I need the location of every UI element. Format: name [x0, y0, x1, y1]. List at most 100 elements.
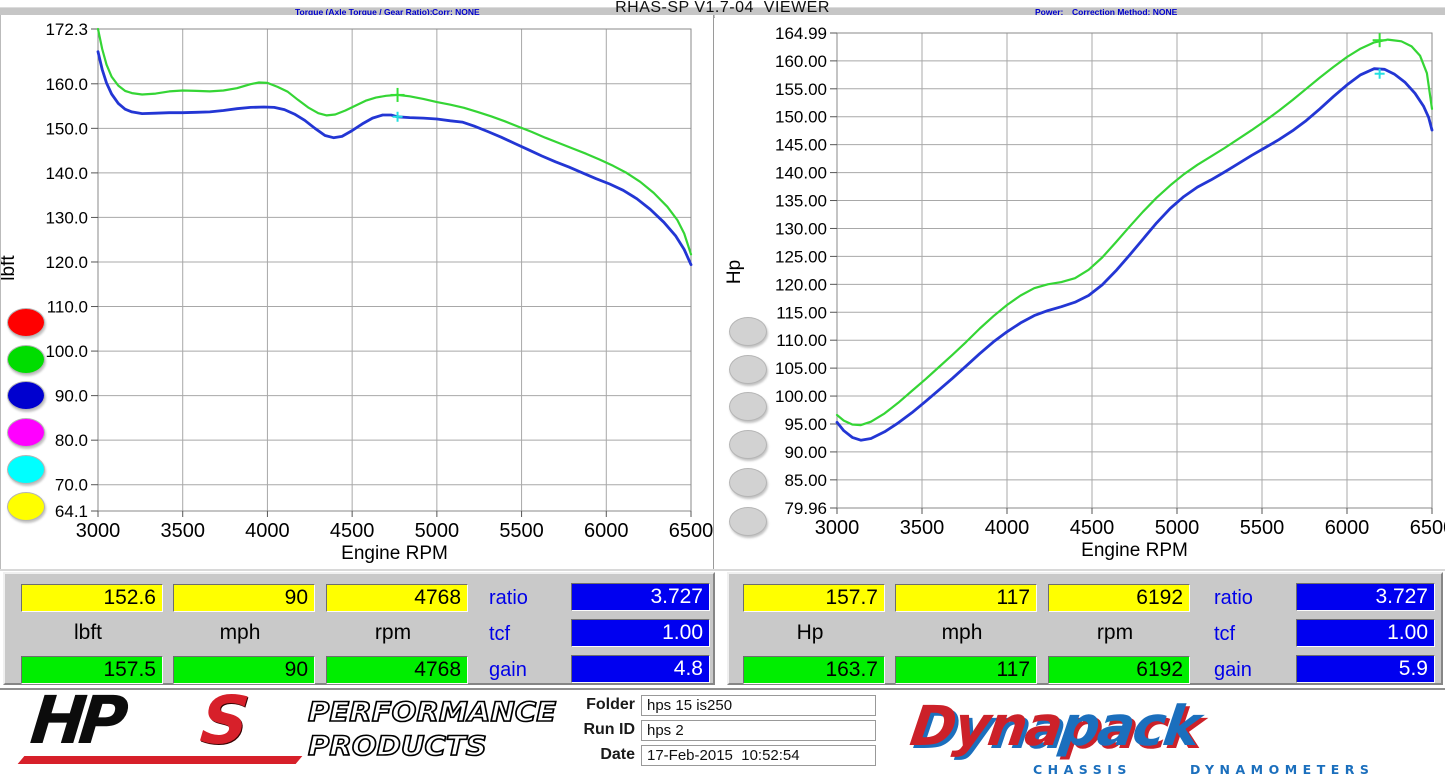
torque-ratio-value: 3.727 [571, 583, 710, 611]
channel-button-cyan[interactable] [7, 455, 45, 484]
unit-label-mph2: mph [941, 621, 983, 644]
hps-logo-s: S [197, 682, 253, 759]
gain-label-2: gain [1214, 659, 1252, 681]
dynapack-logo-wordmark: Dynapack [906, 694, 1203, 758]
svg-text:lbft: lbft [1, 255, 19, 281]
power-values-panel: 157.7 117 6192 Hp mph rpm 163.7 117 6192… [727, 572, 1443, 685]
power-gain-value: 5.9 [1296, 655, 1435, 683]
date-input[interactable]: 17-Feb-2015 10:52:54 [641, 745, 876, 766]
power-chart: 164.99 160.00 155.00 150.00 145.00 140.00 135.… [724, 24, 1445, 561]
hps-logo-hp: HP [27, 682, 125, 759]
svg-text:4000: 4000 [985, 517, 1030, 539]
dynapack-logo-dynamometers: DYNAMOMETERS [1190, 762, 1375, 777]
torque-values-panel: 152.6 90 4768 lbft mph rpm 157.5 90 4768… [3, 572, 715, 685]
svg-text:140.00: 140.00 [775, 164, 827, 183]
svg-text:3500: 3500 [900, 517, 945, 539]
svg-text:172.3: 172.3 [45, 20, 88, 39]
svg-text:164.99: 164.99 [775, 24, 827, 43]
hps-logo-text: PERFORMANCE PRODUCTS [307, 696, 557, 764]
channel-button-gray-2[interactable] [729, 355, 767, 384]
svg-text:3000: 3000 [815, 517, 860, 539]
gain-label: gain [489, 659, 527, 681]
run-id-input[interactable]: hps 2 [641, 720, 876, 741]
channel-button-red[interactable] [7, 308, 45, 337]
svg-text:Engine RPM: Engine RPM [1081, 540, 1188, 561]
unit-label-mph: mph [219, 621, 261, 644]
channel-button-yellow[interactable] [7, 492, 45, 521]
torque-cursor-mph: 90 [173, 584, 315, 612]
ratio-label-2: ratio [1214, 587, 1253, 609]
torque-chart-panel: 172.3 160.0 150.0 140.0 130.0 120.0 110.0 100.0… [0, 15, 714, 571]
svg-text:120.0: 120.0 [45, 253, 88, 272]
torque-ref-value: 157.5 [21, 656, 163, 684]
svg-text:90.00: 90.00 [784, 443, 827, 462]
run-id-label: Run ID [583, 721, 635, 738]
power-cursor-rpm: 6192 [1048, 584, 1190, 612]
footer-divider [0, 688, 1445, 690]
channel-button-gray-4[interactable] [729, 430, 767, 459]
hps-logo-swoosh [17, 756, 303, 764]
power-ratio-value: 3.727 [1296, 583, 1435, 611]
hps-logo-line2: PRODUCTS [307, 730, 488, 763]
charts-divider [0, 569, 1445, 571]
folder-input[interactable]: hps 15 is250 [641, 695, 876, 716]
svg-text:6000: 6000 [1325, 517, 1370, 539]
svg-text:6500: 6500 [1410, 517, 1445, 539]
channel-button-blue[interactable] [7, 381, 45, 410]
torque-header-label: Torque (Axle Torque / Gear Ratio): [295, 7, 433, 17]
svg-text:4500: 4500 [1070, 517, 1115, 539]
svg-text:160.00: 160.00 [775, 52, 827, 71]
torque-ref-mph: 90 [173, 656, 315, 684]
hps-logo-line1: PERFORMANCE [307, 696, 557, 729]
power-ref-rpm: 6192 [1048, 656, 1190, 684]
power-ref-mph: 117 [895, 656, 1037, 684]
svg-text:6500: 6500 [669, 520, 713, 542]
torque-cursor-rpm: 4768 [326, 584, 468, 612]
power-tcf-value: 1.00 [1296, 619, 1435, 647]
torque-ref-rpm: 4768 [326, 656, 468, 684]
channel-button-gray-6[interactable] [729, 507, 767, 536]
ratio-label: ratio [489, 587, 528, 609]
channel-button-magenta[interactable] [7, 418, 45, 447]
dynapack-logo-dyna: Dyna [906, 694, 1066, 758]
svg-text:5500: 5500 [1240, 517, 1285, 539]
channel-button-gray-5[interactable] [729, 468, 767, 497]
svg-text:140.0: 140.0 [45, 164, 88, 183]
svg-text:120.00: 120.00 [775, 275, 827, 294]
channel-button-gray-1[interactable] [729, 317, 767, 346]
svg-text:5000: 5000 [1155, 517, 1200, 539]
channel-button-gray-3[interactable] [729, 392, 767, 421]
svg-text:4000: 4000 [245, 520, 290, 542]
svg-text:145.00: 145.00 [775, 136, 827, 155]
svg-text:3000: 3000 [76, 520, 121, 542]
dynapack-logo: Dynapack CHASSIS DYNAMOMETERS [903, 694, 1438, 777]
date-label: Date [600, 746, 635, 763]
svg-text:3500: 3500 [160, 520, 205, 542]
svg-text:5000: 5000 [415, 520, 460, 542]
unit-label-rpm2: rpm [1096, 621, 1134, 644]
power-cursor-value: 157.7 [743, 584, 885, 612]
power-cursor-mph: 117 [895, 584, 1037, 612]
torque-correction-label: Corr: NONE [432, 7, 480, 17]
svg-text:115.00: 115.00 [776, 303, 827, 322]
dynapack-logo-pack: pack [1056, 694, 1203, 758]
svg-text:79.96: 79.96 [784, 499, 827, 518]
svg-text:70.0: 70.0 [55, 476, 88, 495]
svg-text:110.0: 110.0 [47, 298, 88, 317]
svg-text:160.0: 160.0 [45, 75, 88, 94]
torque-gain-value: 4.8 [571, 655, 710, 683]
svg-text:110.00: 110.00 [776, 331, 827, 350]
svg-text:95.00: 95.00 [784, 415, 827, 434]
hps-logo: HP S PERFORMANCE PRODUCTS [15, 682, 557, 773]
svg-text:85.00: 85.00 [784, 471, 827, 490]
torque-tcf-value: 1.00 [571, 619, 710, 647]
channel-button-green[interactable] [7, 345, 45, 374]
svg-text:80.0: 80.0 [55, 431, 88, 450]
torque-chart: 172.3 160.0 150.0 140.0 130.0 120.0 110.0 100.0… [0, 20, 713, 564]
svg-text:64.1: 64.1 [55, 502, 88, 521]
app-title: RHAS-SP V1.7-04 VIEWER [615, 0, 830, 16]
power-chart-panel: 164.99 160.00 155.00 150.00 145.00 140.00 135.… [715, 15, 1445, 571]
folder-label: Folder [586, 696, 635, 713]
svg-text:150.00: 150.00 [775, 108, 827, 127]
